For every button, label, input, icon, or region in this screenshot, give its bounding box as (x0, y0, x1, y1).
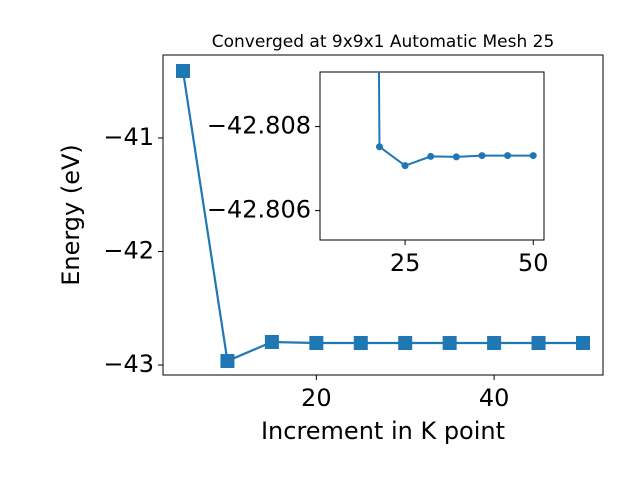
marker (375, 143, 383, 151)
plot-series (176, 64, 590, 369)
marker (452, 153, 460, 161)
chart-title: Converged at 9x9x1 Automatic Mesh 25 (212, 32, 555, 52)
y-tick-label: −41 (103, 123, 154, 151)
marker (309, 335, 324, 350)
y-tick-label: −43 (103, 350, 154, 378)
y-axis-label: Energy (eV) (57, 144, 85, 286)
y-tick-label: −42.806 (207, 196, 311, 224)
marker (398, 335, 413, 350)
marker (427, 152, 435, 160)
marker (401, 162, 409, 170)
marker (220, 354, 235, 369)
plot-series (375, 72, 537, 170)
marker (504, 152, 512, 160)
series-line (181, 70, 583, 363)
y-tick-label: −42.808 (207, 112, 311, 140)
x-tick-label: 20 (301, 384, 332, 412)
marker (264, 334, 279, 349)
x-axis-label: Increment in K point (261, 417, 505, 445)
x-tick-label: 25 (390, 249, 421, 277)
marker (576, 335, 590, 350)
marker (529, 152, 537, 160)
marker (176, 64, 190, 79)
x-tick-label: 50 (518, 249, 549, 277)
marker (442, 335, 457, 350)
y-tick-label: −42 (103, 236, 154, 264)
series-line (377, 72, 534, 167)
marker (487, 335, 502, 350)
x-tick-label: 40 (479, 384, 510, 412)
marker (478, 152, 486, 160)
marker (353, 335, 368, 350)
marker (531, 335, 546, 350)
